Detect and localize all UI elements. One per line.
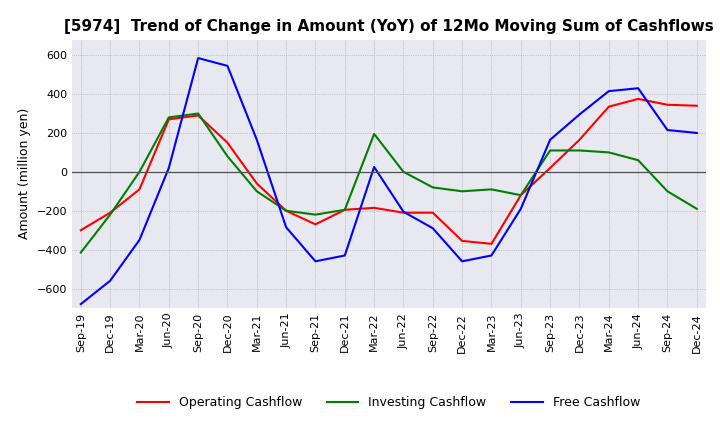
Operating Cashflow bbox=[341, 207, 349, 213]
Operating Cashflow bbox=[634, 96, 642, 102]
Free Cashflow bbox=[223, 63, 232, 69]
Free Cashflow bbox=[399, 209, 408, 214]
Y-axis label: Amount (million yen): Amount (million yen) bbox=[18, 108, 31, 239]
Free Cashflow bbox=[693, 130, 701, 136]
Operating Cashflow bbox=[458, 238, 467, 244]
Operating Cashflow bbox=[487, 241, 496, 246]
Free Cashflow bbox=[253, 137, 261, 143]
Legend: Operating Cashflow, Investing Cashflow, Free Cashflow: Operating Cashflow, Investing Cashflow, … bbox=[132, 392, 645, 414]
Free Cashflow bbox=[341, 253, 349, 258]
Investing Cashflow bbox=[693, 206, 701, 212]
Investing Cashflow bbox=[341, 207, 349, 213]
Investing Cashflow bbox=[516, 193, 525, 198]
Investing Cashflow bbox=[575, 148, 584, 153]
Free Cashflow bbox=[663, 128, 672, 133]
Free Cashflow bbox=[194, 55, 202, 61]
Free Cashflow bbox=[575, 112, 584, 117]
Investing Cashflow bbox=[135, 169, 144, 175]
Investing Cashflow bbox=[282, 208, 290, 213]
Operating Cashflow bbox=[223, 140, 232, 145]
Free Cashflow bbox=[428, 226, 437, 231]
Investing Cashflow bbox=[428, 185, 437, 190]
Investing Cashflow bbox=[546, 148, 554, 153]
Investing Cashflow bbox=[605, 150, 613, 155]
Operating Cashflow bbox=[282, 208, 290, 213]
Investing Cashflow bbox=[106, 212, 114, 217]
Operating Cashflow bbox=[693, 103, 701, 108]
Operating Cashflow bbox=[516, 193, 525, 198]
Free Cashflow bbox=[76, 301, 85, 307]
Investing Cashflow bbox=[370, 131, 379, 136]
Operating Cashflow bbox=[428, 210, 437, 215]
Operating Cashflow bbox=[106, 210, 114, 215]
Operating Cashflow bbox=[575, 137, 584, 143]
Investing Cashflow bbox=[253, 189, 261, 194]
Operating Cashflow bbox=[370, 205, 379, 210]
Line: Free Cashflow: Free Cashflow bbox=[81, 58, 697, 304]
Title: [5974]  Trend of Change in Amount (YoY) of 12Mo Moving Sum of Cashflows: [5974] Trend of Change in Amount (YoY) o… bbox=[64, 19, 714, 34]
Free Cashflow bbox=[458, 259, 467, 264]
Free Cashflow bbox=[135, 237, 144, 242]
Investing Cashflow bbox=[164, 115, 173, 120]
Operating Cashflow bbox=[311, 222, 320, 227]
Operating Cashflow bbox=[164, 117, 173, 122]
Operating Cashflow bbox=[76, 227, 85, 233]
Operating Cashflow bbox=[194, 113, 202, 118]
Operating Cashflow bbox=[135, 187, 144, 192]
Free Cashflow bbox=[487, 253, 496, 258]
Investing Cashflow bbox=[487, 187, 496, 192]
Investing Cashflow bbox=[311, 212, 320, 217]
Operating Cashflow bbox=[399, 210, 408, 215]
Investing Cashflow bbox=[458, 189, 467, 194]
Free Cashflow bbox=[516, 206, 525, 212]
Line: Operating Cashflow: Operating Cashflow bbox=[81, 99, 697, 244]
Free Cashflow bbox=[106, 278, 114, 283]
Free Cashflow bbox=[311, 259, 320, 264]
Operating Cashflow bbox=[605, 104, 613, 109]
Investing Cashflow bbox=[399, 169, 408, 175]
Line: Investing Cashflow: Investing Cashflow bbox=[81, 114, 697, 253]
Investing Cashflow bbox=[76, 250, 85, 255]
Operating Cashflow bbox=[663, 102, 672, 107]
Free Cashflow bbox=[282, 225, 290, 230]
Investing Cashflow bbox=[634, 158, 642, 163]
Free Cashflow bbox=[370, 165, 379, 170]
Free Cashflow bbox=[634, 86, 642, 91]
Free Cashflow bbox=[164, 165, 173, 171]
Operating Cashflow bbox=[546, 165, 554, 171]
Investing Cashflow bbox=[223, 154, 232, 159]
Investing Cashflow bbox=[663, 189, 672, 194]
Free Cashflow bbox=[605, 88, 613, 94]
Operating Cashflow bbox=[253, 181, 261, 186]
Investing Cashflow bbox=[194, 111, 202, 116]
Free Cashflow bbox=[546, 137, 554, 143]
